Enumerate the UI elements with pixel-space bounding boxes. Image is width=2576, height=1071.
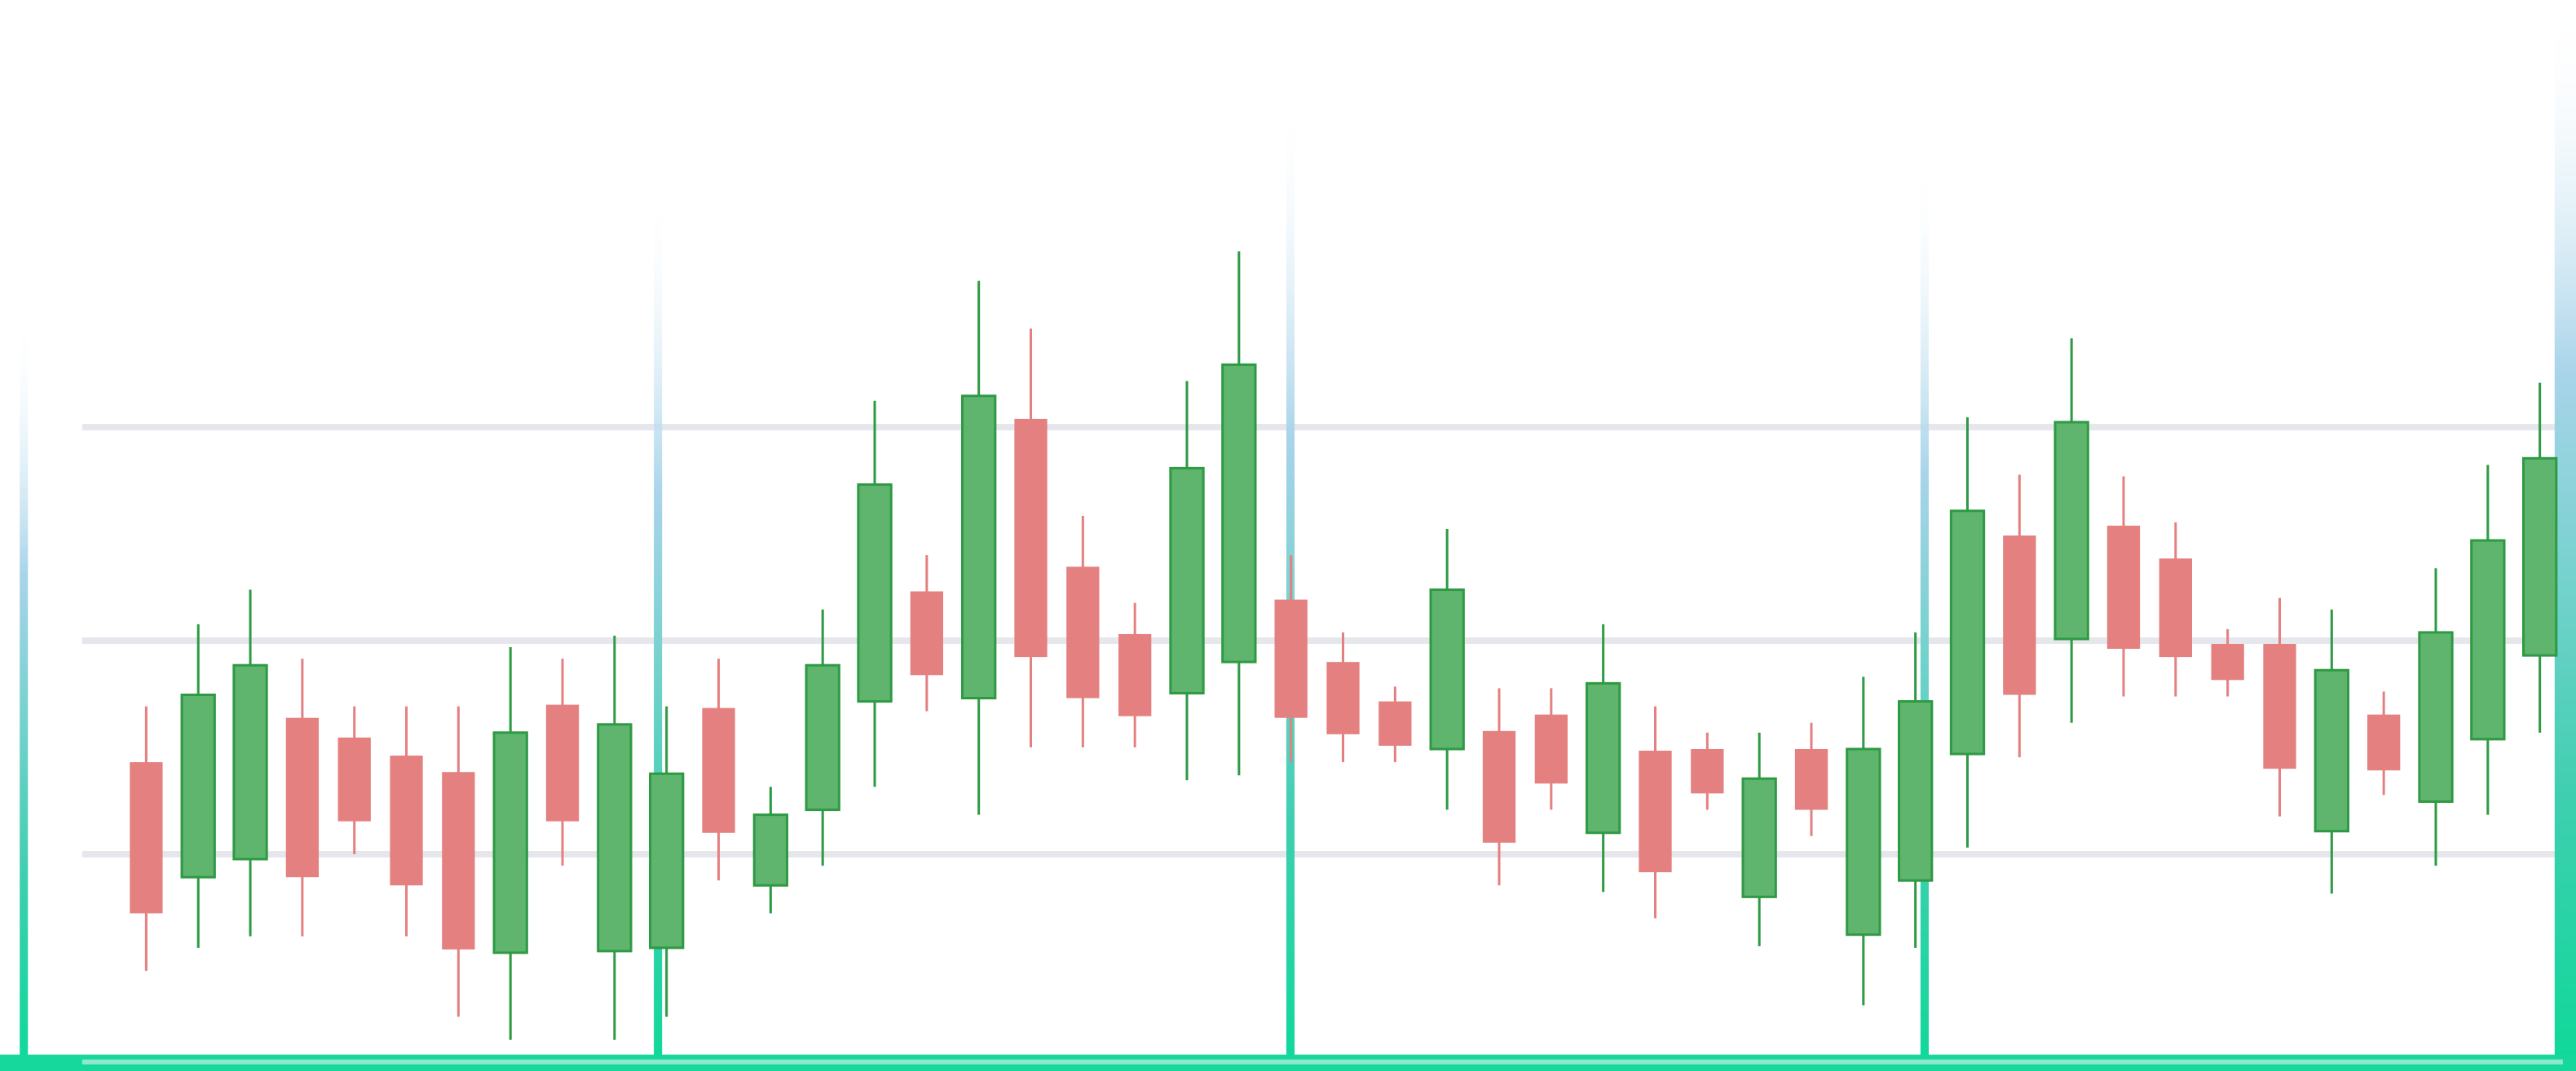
divider (1920, 156, 1929, 1060)
candle-body (2418, 631, 2454, 803)
divider (20, 311, 29, 1060)
candle-body (1639, 751, 1672, 873)
candle-body (1169, 466, 1205, 694)
candle-body (2003, 536, 2036, 695)
candle-body (1794, 748, 1828, 810)
divider (654, 188, 663, 1060)
candle-body (1741, 777, 1777, 898)
candle-body (1221, 363, 1257, 663)
candle-body (702, 707, 735, 833)
dividers (20, 0, 2576, 1060)
candle-body (2367, 714, 2401, 771)
candle-body (2314, 668, 2349, 833)
candle-body (2159, 558, 2192, 658)
candle-body (649, 772, 685, 950)
candle-body (2470, 539, 2506, 741)
candle-body (1014, 418, 1048, 658)
divider (2554, 0, 2576, 1060)
candle-body (1482, 730, 1516, 843)
candle-body (2263, 644, 2296, 769)
candle-body (1898, 700, 1934, 882)
candle-body (1066, 566, 1100, 699)
candle-body (2211, 644, 2244, 681)
candle-body (2521, 456, 2558, 657)
candle-body (805, 663, 840, 812)
candle-body (2106, 525, 2141, 650)
candle-body (1949, 509, 1986, 756)
candle-body (1534, 714, 1568, 784)
candle-body (390, 756, 423, 886)
candle-body (130, 762, 163, 914)
candle-body (961, 394, 997, 700)
candle-body (1846, 747, 1881, 937)
candle-body (1274, 599, 1308, 718)
candle-body (752, 813, 789, 887)
candle-body (232, 663, 268, 861)
candle-body (1429, 588, 1465, 751)
x-axis (0, 1054, 2576, 1071)
candle-body (1326, 662, 1360, 734)
candle-body (180, 693, 216, 879)
candle-body (2053, 421, 2089, 641)
candle-body (597, 723, 633, 953)
candle-body (492, 731, 528, 954)
candle-body (337, 737, 371, 822)
candle-body (1378, 701, 1412, 746)
candle-body (857, 483, 893, 703)
candle-body (1586, 681, 1621, 835)
candle-body (1118, 633, 1152, 716)
candle-body (545, 704, 580, 822)
candle-body (285, 717, 320, 878)
candle-body (910, 591, 944, 676)
candle-body (1691, 748, 1724, 794)
candles (130, 251, 2558, 1040)
axis-line (82, 1059, 2563, 1064)
candle-body (442, 772, 475, 950)
